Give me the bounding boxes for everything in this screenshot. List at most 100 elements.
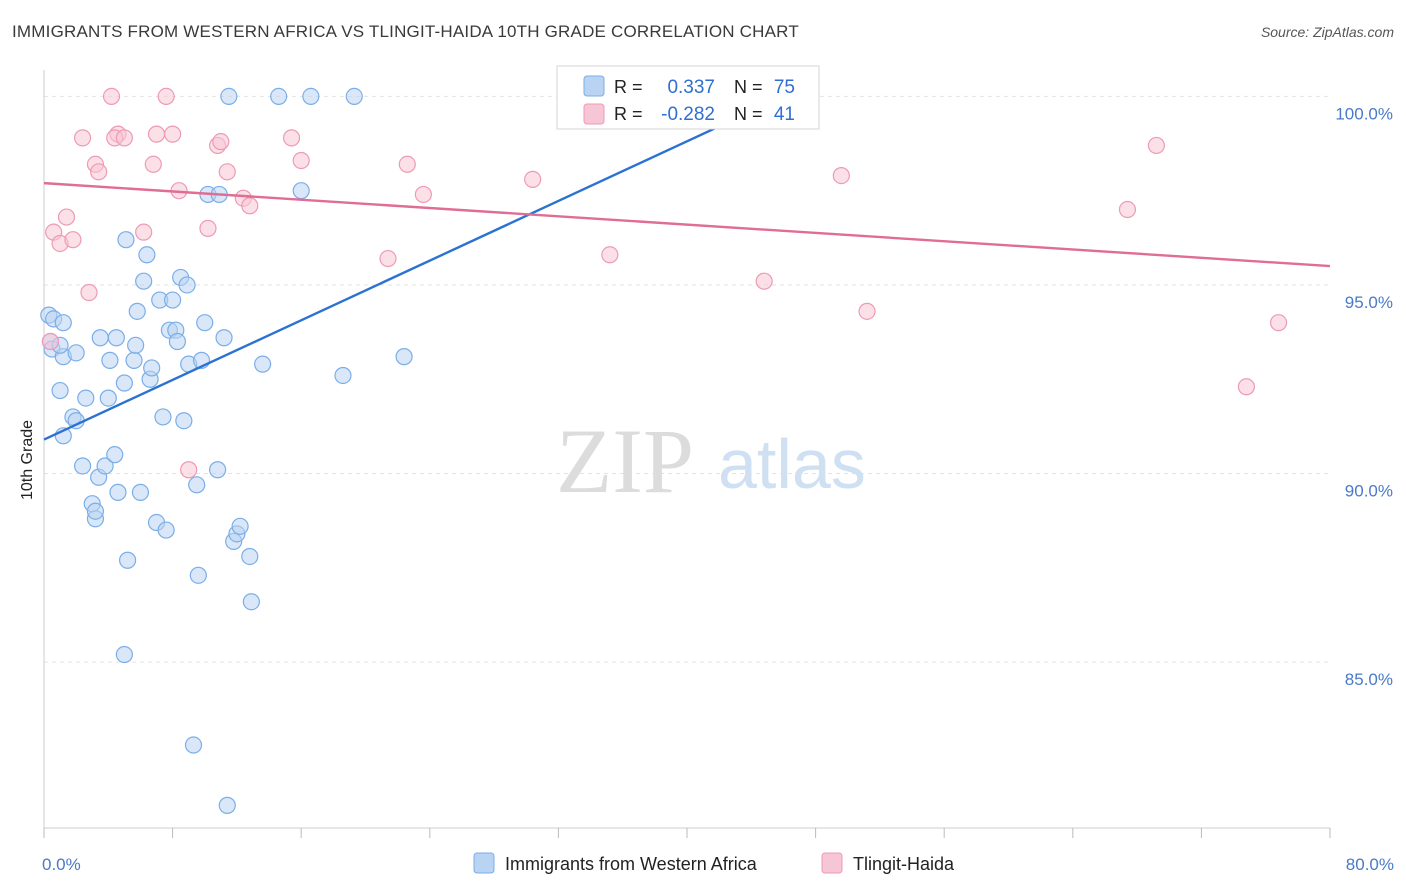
bottom-legend-swatch-blue — [473, 852, 495, 874]
point-tlingit-haida — [1118, 200, 1137, 219]
point-tlingit-haida — [218, 163, 236, 181]
point-western-africa — [77, 389, 95, 407]
legend-swatch-pink — [583, 103, 605, 125]
point-western-africa — [106, 446, 124, 464]
legend-n-value-2: 41 — [774, 104, 795, 125]
point-western-africa — [231, 517, 249, 535]
point-tlingit-haida — [1147, 136, 1165, 155]
point-western-africa — [86, 502, 105, 520]
x-tick-label-max: 80.0% — [1346, 855, 1394, 874]
point-tlingit-haida — [157, 87, 175, 105]
point-western-africa — [209, 461, 227, 479]
point-western-africa — [302, 87, 320, 105]
legend-r-value-1: 0.337 — [667, 77, 715, 98]
point-western-africa — [73, 457, 92, 475]
point-western-africa — [143, 359, 161, 377]
legend-n-value-1: 75 — [774, 77, 795, 98]
point-western-africa — [107, 329, 125, 347]
point-western-africa — [395, 348, 413, 366]
point-western-africa — [96, 457, 114, 475]
point-western-africa — [138, 246, 156, 264]
point-tlingit-haida — [212, 133, 230, 151]
point-western-africa — [345, 87, 363, 105]
bottom-legend-label-1: Immigrants from Western Africa — [505, 854, 758, 874]
point-western-africa — [125, 351, 143, 369]
series-legend: Immigrants from Western Africa Tlingit-H… — [473, 852, 955, 874]
trend-line-tlingit-haida — [43, 181, 1331, 268]
watermark: ZIP atlas — [556, 410, 866, 512]
point-western-africa — [131, 483, 150, 501]
point-western-africa — [242, 593, 260, 611]
legend-r-label-1: R = — [614, 77, 643, 97]
y-tick-labels: 100.0% 95.0% 90.0% 85.0% — [1335, 104, 1393, 689]
y-tick-label: 90.0% — [1345, 482, 1393, 501]
stats-legend: R = 0.337 N = 75 R = -0.282 N = 41 — [556, 65, 820, 130]
point-tlingit-haida — [292, 151, 310, 170]
scatter-points — [40, 87, 1288, 814]
bottom-legend-label-2: Tlingit-Haida — [853, 854, 955, 874]
point-western-africa — [270, 87, 288, 105]
point-tlingit-haida — [64, 231, 82, 249]
point-western-africa — [99, 389, 117, 407]
point-western-africa — [254, 355, 272, 373]
trend-line-western-africa — [43, 110, 752, 441]
bottom-legend-swatch-pink — [821, 852, 843, 874]
point-tlingit-haida — [80, 283, 98, 302]
point-western-africa — [188, 476, 206, 494]
point-western-africa — [215, 329, 233, 347]
trend-lines — [43, 110, 1331, 441]
y-tick-label: 95.0% — [1345, 293, 1393, 312]
point-western-africa — [189, 566, 207, 584]
point-tlingit-haida — [164, 125, 182, 143]
point-tlingit-haida — [147, 125, 166, 143]
point-western-africa — [154, 408, 172, 426]
legend-swatch-blue — [583, 75, 605, 97]
legend-n-label-1: N = — [734, 77, 763, 97]
point-western-africa — [91, 329, 109, 347]
point-tlingit-haida — [379, 249, 397, 268]
point-western-africa — [127, 336, 145, 354]
point-tlingit-haida — [282, 129, 301, 147]
point-tlingit-haida — [398, 155, 416, 173]
y-axis-title: 10th Grade — [19, 420, 36, 500]
point-tlingit-haida — [1237, 378, 1256, 396]
point-western-africa — [178, 276, 196, 294]
point-western-africa — [101, 351, 119, 369]
point-western-africa — [51, 381, 69, 400]
point-tlingit-haida — [73, 129, 92, 147]
point-western-africa — [196, 314, 214, 332]
point-western-africa — [334, 366, 352, 385]
point-western-africa — [157, 521, 175, 539]
point-western-africa — [164, 291, 182, 309]
legend-r-label-2: R = — [614, 104, 643, 124]
point-western-africa — [109, 483, 127, 501]
point-western-africa — [168, 332, 187, 351]
x-tick-label-min: 0.0% — [42, 855, 81, 874]
point-tlingit-haida — [858, 302, 876, 320]
point-western-africa — [67, 344, 85, 362]
y-tick-label: 100.0% — [1335, 104, 1393, 123]
grid-lines — [44, 95, 1330, 663]
point-western-africa — [220, 87, 238, 105]
point-western-africa — [184, 736, 203, 754]
point-western-africa — [218, 796, 236, 814]
point-tlingit-haida — [199, 219, 217, 237]
point-western-africa — [115, 374, 133, 392]
point-tlingit-haida — [90, 163, 108, 181]
point-western-africa — [128, 302, 146, 320]
legend-r-value-2: -0.282 — [661, 104, 715, 125]
y-tick-label: 85.0% — [1345, 670, 1393, 689]
point-tlingit-haida — [832, 166, 850, 185]
watermark-atlas: atlas — [718, 425, 866, 503]
point-tlingit-haida — [601, 246, 619, 264]
point-tlingit-haida — [57, 208, 76, 226]
point-tlingit-haida — [102, 87, 121, 105]
source-label: Source: ZipAtlas.com — [1260, 24, 1394, 40]
point-western-africa — [115, 645, 133, 664]
axes — [43, 70, 1331, 838]
point-tlingit-haida — [1269, 314, 1288, 332]
point-tlingit-haida — [524, 170, 542, 188]
point-western-africa — [135, 272, 153, 290]
point-tlingit-haida — [414, 185, 432, 204]
